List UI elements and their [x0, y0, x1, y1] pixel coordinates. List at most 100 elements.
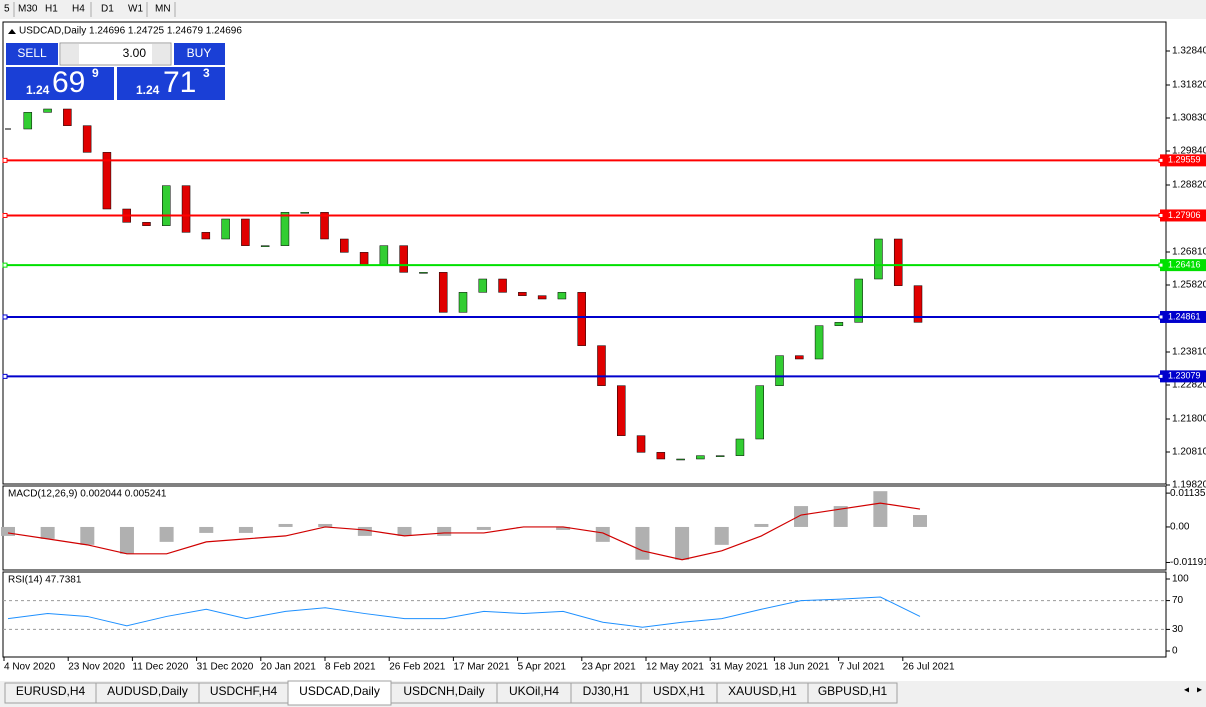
level-anchor [1158, 262, 1164, 268]
x-tick-label: 7 Jul 2021 [839, 662, 886, 673]
level-label-bg [1160, 310, 1206, 323]
symbol-tab-label: DJ30,H1 [583, 684, 630, 698]
ask-pips: 71 [163, 66, 196, 99]
candle [597, 345, 606, 386]
trade-panel: SELL 3.00 BUY 1.24 69 9 1.24 71 3 [6, 42, 225, 100]
y-tick-label: 1.28820 [1172, 180, 1206, 191]
macd-bar [318, 523, 333, 527]
y-tick-label: 1.21800 [1172, 414, 1206, 425]
y-tick-label: 1.29840 [1172, 146, 1206, 157]
y-tick-label: 0.00 [1170, 522, 1190, 533]
level-label: 1.26416 [1168, 260, 1201, 270]
candle [478, 278, 488, 293]
macd-bar [238, 526, 253, 533]
macd-bar [714, 526, 729, 545]
timeframe-button[interactable]: D1 [101, 4, 114, 15]
buy-button[interactable] [174, 43, 225, 65]
volume-value: 3.00 [123, 46, 147, 60]
timeframe-button[interactable]: M30 [18, 4, 38, 15]
bid-box[interactable] [6, 67, 114, 100]
candle [617, 385, 626, 436]
macd-bar [794, 506, 809, 527]
symbol-tab-label: EURUSD,H4 [16, 684, 86, 698]
candle [201, 232, 211, 240]
candle [419, 272, 428, 274]
volume-up[interactable] [152, 44, 170, 64]
ask-box[interactable] [117, 67, 225, 100]
ask-big: 1.24 [136, 83, 160, 97]
level-label: 1.24861 [1168, 311, 1201, 321]
volume-down[interactable] [61, 44, 79, 64]
macd-title: MACD(12,26,9) 0.002044 0.005241 [8, 489, 167, 500]
level-label: 1.23079 [1168, 371, 1201, 381]
candle [320, 212, 329, 240]
y-tick-label: 0.01135 [1170, 488, 1206, 499]
level-label-bg [1160, 370, 1206, 383]
level-anchor [2, 373, 8, 379]
macd-bar [40, 526, 55, 539]
candle [874, 238, 883, 280]
y-tick-label: -0.01191 [1170, 557, 1206, 568]
y-tick-label: 1.30830 [1172, 113, 1206, 124]
x-tick-label: 31 Dec 2020 [197, 662, 254, 673]
y-tick-label: 1.31820 [1172, 80, 1206, 91]
y-tick-label: 100 [1172, 574, 1189, 585]
chart-header: USDCAD,Daily 1.24696 1.24725 1.24679 1.2… [19, 26, 242, 37]
y-tick-label: 1.26810 [1172, 247, 1206, 258]
macd-bar [913, 515, 927, 527]
sell-button[interactable] [6, 43, 58, 65]
symbol-tab-label: UKOil,H4 [509, 684, 559, 698]
y-tick-label: 1.22820 [1172, 380, 1206, 391]
timeframe-button[interactable]: MN [155, 4, 171, 15]
level-label: 1.27906 [1168, 210, 1201, 220]
macd-bar [476, 526, 491, 530]
rsi-line [7, 596, 921, 628]
candle [577, 292, 586, 346]
y-tick-label: 1.32840 [1172, 46, 1206, 57]
candle [656, 452, 666, 460]
macd-bar [437, 526, 452, 536]
macd-bar [357, 526, 372, 536]
x-tick-label: 20 Jan 2021 [261, 662, 316, 673]
symbol-tab-label: USDCAD,Daily [299, 684, 380, 698]
x-tick-label: 23 Nov 2020 [68, 662, 125, 673]
level-anchor [1158, 373, 1164, 379]
symbol-tab[interactable] [807, 682, 898, 704]
macd-bar [754, 523, 769, 527]
candle [834, 322, 844, 326]
buy-label: BUY [187, 46, 212, 60]
level-anchor [2, 157, 8, 163]
candle [399, 245, 408, 273]
timeframe-button[interactable]: 5 [4, 4, 10, 15]
symbol-tab-label: XAUUSD,H1 [728, 684, 797, 698]
candle [498, 278, 507, 293]
timeframe-button[interactable]: W1 [128, 4, 143, 15]
x-tick-label: 26 Feb 2021 [389, 662, 446, 673]
y-tick-label: 70 [1172, 595, 1184, 606]
x-tick-label: 23 Apr 2021 [582, 662, 636, 673]
candle [676, 458, 685, 461]
tab-scroll-right[interactable]: ▸ [1197, 685, 1202, 696]
timeframe-button[interactable]: H1 [45, 4, 58, 15]
y-tick-label: 0 [1172, 646, 1178, 657]
macd-bar [833, 506, 848, 527]
tab-scroll-left[interactable]: ◂ [1184, 685, 1189, 696]
candle [63, 108, 72, 126]
x-tick-label: 18 Jun 2021 [774, 662, 829, 673]
toolbar-bg [0, 0, 1206, 19]
candle [23, 112, 33, 130]
macd-signal [7, 502, 921, 561]
level-anchor [1158, 157, 1164, 163]
candle [755, 385, 764, 440]
candle [715, 455, 725, 457]
candle [775, 355, 784, 386]
collapse-icon[interactable] [8, 29, 16, 34]
candle [557, 292, 567, 300]
volume-box[interactable] [59, 42, 172, 66]
level-label: 1.29559 [1168, 155, 1201, 165]
symbol-tab-label: AUDUSD,Daily [107, 684, 188, 698]
macd-bar [159, 526, 174, 542]
timeframe-button[interactable]: H4 [72, 4, 85, 15]
macd-bar [397, 526, 412, 536]
x-tick-label: 12 May 2021 [646, 662, 704, 673]
